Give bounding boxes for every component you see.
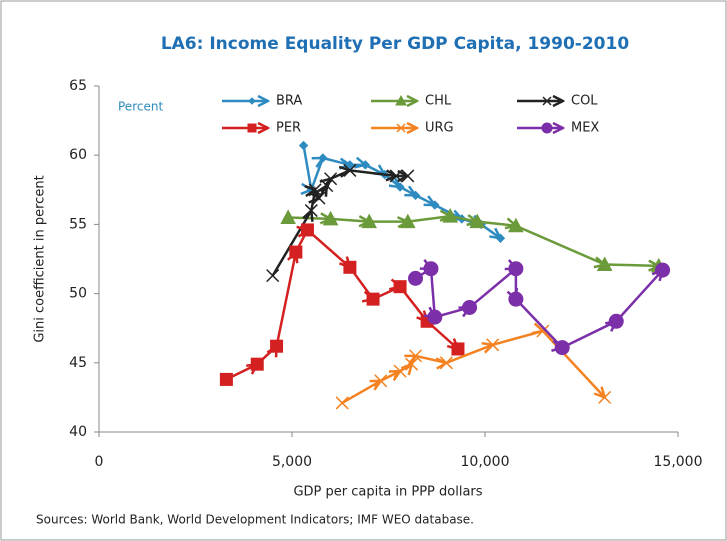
point xyxy=(320,179,334,193)
point xyxy=(405,357,419,371)
point xyxy=(655,262,671,278)
y-tick-label: 60 xyxy=(69,147,87,163)
point xyxy=(430,200,440,210)
point xyxy=(451,342,465,356)
legend-label: PER xyxy=(276,121,301,136)
legend-marker xyxy=(541,122,553,134)
chart-title: LA6: Income Equality Per GDP Capita, 199… xyxy=(161,34,630,54)
point xyxy=(408,270,424,286)
point xyxy=(508,261,524,277)
legend-marker xyxy=(247,123,257,133)
point xyxy=(439,356,453,370)
y-tick-label: 45 xyxy=(69,355,87,371)
point xyxy=(318,153,328,163)
legend-marker xyxy=(248,97,256,105)
point xyxy=(374,374,388,388)
legend-marker xyxy=(541,122,553,134)
legend-label: BRA xyxy=(276,94,302,109)
point xyxy=(462,299,478,315)
point xyxy=(219,372,233,386)
point xyxy=(324,172,338,186)
annotation: Percent xyxy=(118,100,163,114)
point xyxy=(366,292,380,306)
point xyxy=(408,349,423,363)
point xyxy=(410,190,421,201)
legend-label: CHL xyxy=(425,94,452,109)
legend-marker xyxy=(542,96,552,106)
legend-marker xyxy=(396,123,406,133)
point xyxy=(335,396,349,410)
point xyxy=(423,261,439,277)
point xyxy=(270,339,284,353)
x-tick-label: 5,000 xyxy=(272,454,312,470)
point xyxy=(401,169,415,183)
point xyxy=(300,223,314,237)
y-tick-label: 65 xyxy=(69,78,87,94)
point xyxy=(508,291,524,307)
legend-marker xyxy=(395,94,407,106)
legend-marker xyxy=(248,97,256,105)
point xyxy=(393,280,407,294)
point xyxy=(304,204,318,218)
point xyxy=(427,309,443,325)
legend-marker xyxy=(247,123,257,133)
series-line xyxy=(225,230,458,381)
point xyxy=(393,364,407,378)
point xyxy=(508,217,524,233)
y-tick-label: 40 xyxy=(69,424,87,440)
x-axis-label: GDP per capita in PPP dollars xyxy=(293,485,482,500)
point xyxy=(598,390,612,404)
x-tick-label: 10,000 xyxy=(461,454,510,470)
point xyxy=(343,260,357,274)
y-tick-label: 55 xyxy=(69,216,87,232)
legend-label: COL xyxy=(571,94,598,109)
point xyxy=(250,357,264,371)
x-tick-label: 0 xyxy=(95,454,104,470)
point xyxy=(308,183,322,197)
point xyxy=(289,245,303,259)
y-axis-label: Gini coefficient in percent xyxy=(33,175,48,342)
point xyxy=(298,140,309,151)
legend-label: MEX xyxy=(571,121,599,136)
point xyxy=(343,163,357,177)
point xyxy=(608,313,624,329)
y-tick-label: 50 xyxy=(69,286,87,302)
point xyxy=(442,208,459,223)
x-tick-label: 15,000 xyxy=(654,454,703,470)
legend-marker xyxy=(396,123,406,133)
point xyxy=(280,209,296,224)
point xyxy=(554,340,570,356)
point xyxy=(469,213,486,229)
legend-marker xyxy=(542,96,552,106)
source: Sources: World Bank, World Development I… xyxy=(36,513,474,527)
legend-marker xyxy=(395,94,407,106)
point xyxy=(312,191,326,205)
legend-label: URG xyxy=(425,121,454,136)
point xyxy=(389,169,403,183)
